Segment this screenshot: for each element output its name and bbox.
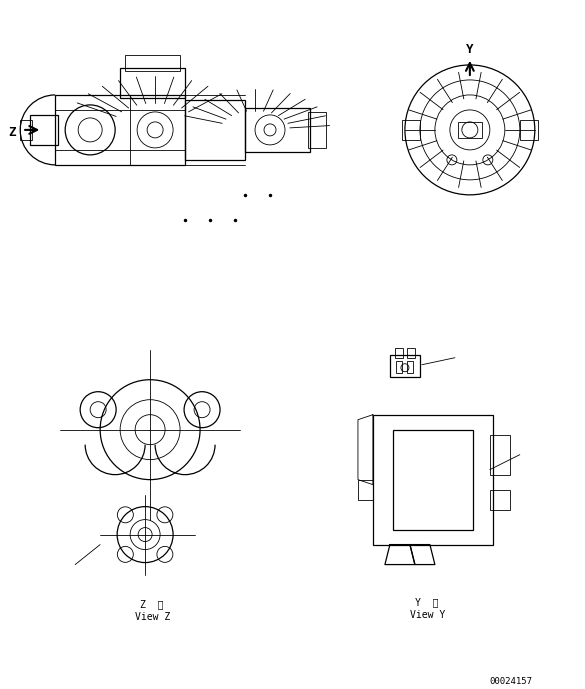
Bar <box>308 112 326 148</box>
Bar <box>125 55 180 71</box>
Bar <box>185 100 245 160</box>
Bar <box>490 490 510 510</box>
Bar <box>402 120 420 140</box>
Text: 00024157: 00024157 <box>490 677 533 686</box>
Bar <box>30 115 58 145</box>
Text: Z: Z <box>8 126 16 139</box>
Bar <box>407 361 413 373</box>
Text: Y  視: Y 視 <box>415 597 438 608</box>
Bar <box>120 68 185 98</box>
Bar <box>55 95 185 165</box>
Bar <box>458 122 482 138</box>
Text: Y: Y <box>466 43 474 56</box>
Bar <box>245 108 310 152</box>
Bar <box>396 361 402 373</box>
Bar <box>490 435 510 475</box>
Bar <box>390 355 420 377</box>
Bar <box>373 415 493 544</box>
Bar <box>520 120 538 140</box>
Bar <box>407 348 415 358</box>
Text: Z  視: Z 視 <box>140 599 164 610</box>
Text: View Y: View Y <box>410 610 445 619</box>
Bar <box>393 430 473 530</box>
Bar <box>395 348 403 358</box>
Text: View Z: View Z <box>135 612 170 621</box>
Bar <box>20 120 32 140</box>
